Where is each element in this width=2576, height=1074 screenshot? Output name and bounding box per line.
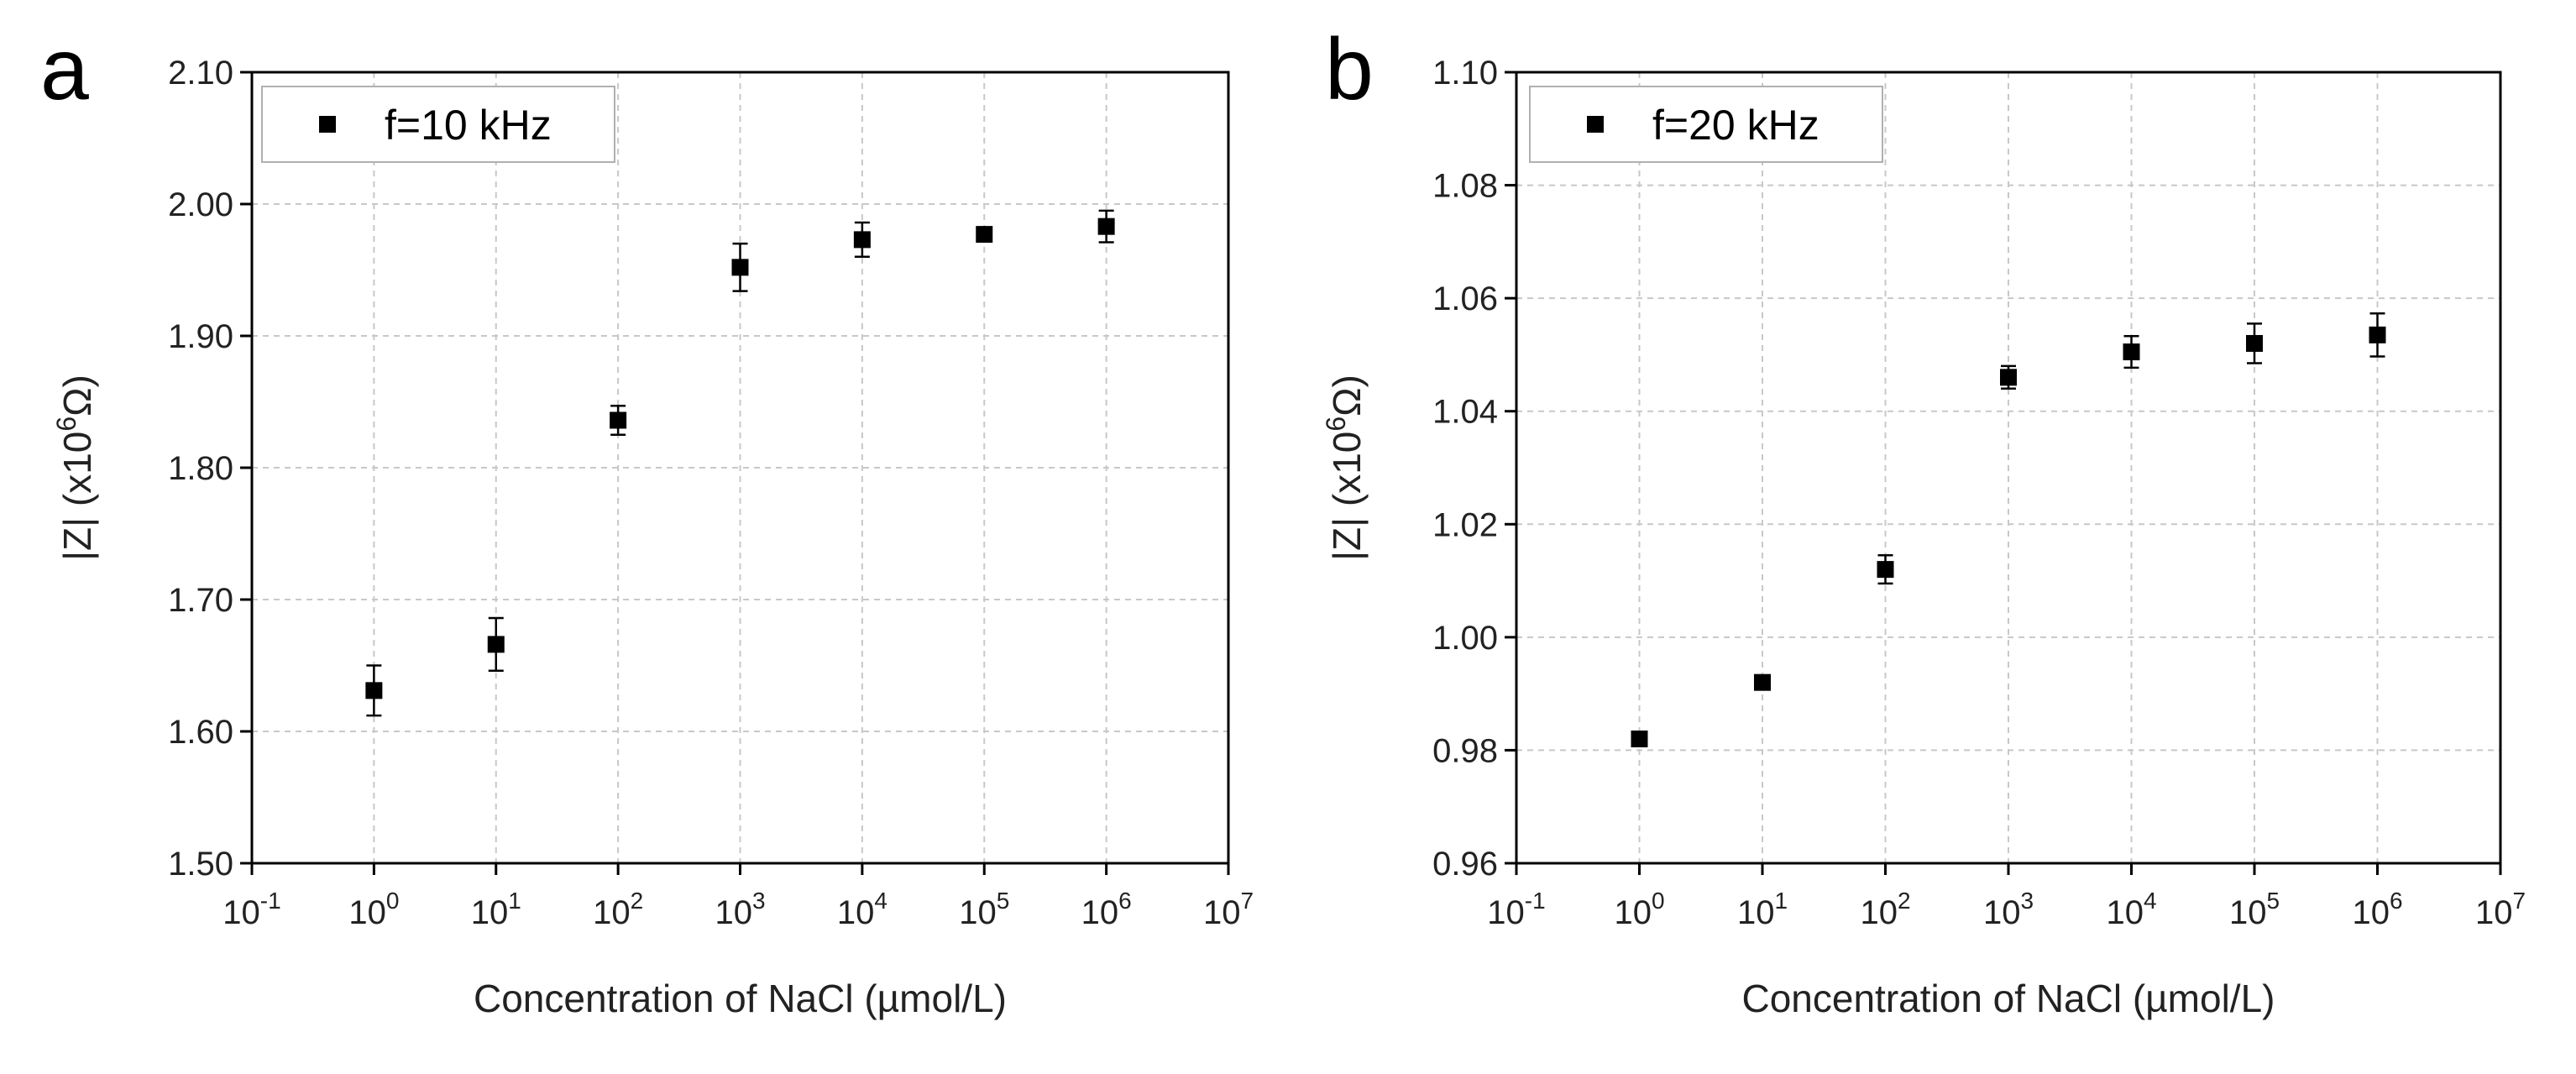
panel-a-y-tick-label: 1.80 — [168, 450, 233, 487]
panel-b-y-tick-label: 1.04 — [1432, 394, 1498, 431]
panel-b-data-point — [2000, 369, 2017, 386]
panel-b-x-tick-label: 102 — [1860, 888, 1910, 931]
panel-a-y-tick-label: 2.10 — [168, 55, 233, 92]
panel-a-x-tick-label: 103 — [715, 888, 765, 931]
panel-a-x-tick-label: 10-1 — [223, 888, 280, 931]
panel-a-data-point — [365, 682, 383, 699]
panel-b-y-tick-label: 1.06 — [1432, 280, 1498, 317]
panel-b-data-point — [1754, 673, 1771, 691]
panel-a-x-tick-label: 104 — [837, 888, 887, 931]
panel-b-letter: b — [1325, 21, 1374, 118]
panel-a-letter: a — [40, 21, 89, 118]
panel-b-y-tick-label: 0.98 — [1432, 732, 1498, 769]
panel-a-x-tick-label: 105 — [959, 888, 1009, 931]
panel-a-y-tick-label: 1.60 — [168, 714, 233, 751]
panel-b-y-tick-label: 1.10 — [1432, 55, 1498, 92]
panel-b-x-tick-label: 106 — [2352, 888, 2402, 931]
panel-b-x-tick-label: 105 — [2229, 888, 2280, 931]
panel-b-legend-label: f=20 kHz — [1652, 102, 1819, 149]
panel-a-x-tick-label: 101 — [471, 888, 521, 931]
panel-b-data-point — [2369, 326, 2386, 343]
panel-a-y-axis-title: |Z| (x106Ω) — [51, 375, 99, 561]
panel-b-x-tick-label: 101 — [1737, 888, 1788, 931]
panel-b-data-point — [2246, 334, 2263, 352]
panel-a-data-point — [610, 411, 627, 429]
panel-b-x-axis-title: Concentration of NaCl (µmol/L) — [1742, 977, 2275, 1020]
panel-a-y-tick-label: 1.70 — [168, 582, 233, 619]
panel-b-y-tick-label: 1.08 — [1432, 168, 1498, 205]
panel-b-x-tick-label: 10-1 — [1487, 888, 1545, 931]
panel-b-y-axis-title: |Z| (x106Ω) — [1321, 375, 1369, 561]
panel-b-data-point — [1877, 561, 1894, 579]
panel-a-data-point — [853, 231, 871, 249]
panel-b-x-tick-label: 104 — [2106, 888, 2156, 931]
panel-b-data-point — [1631, 730, 1648, 747]
panel-a-data-point — [1097, 217, 1115, 235]
panel-b-y-tick-label: 0.96 — [1432, 846, 1498, 883]
panel-b-y-tick-label: 1.02 — [1432, 506, 1498, 543]
panel-a-data-point — [976, 226, 993, 244]
panel-b-legend: f=20 kHz — [1529, 86, 1883, 163]
panel-a-legend-label: f=10 kHz — [385, 102, 552, 149]
panel-a: a 10-1 100 101 102 103 104 105 106 107 1.50 1.60 1.7… — [40, 21, 1254, 1020]
panel-a-y-tick-label: 2.00 — [168, 186, 233, 223]
panel-a-data-point — [731, 259, 749, 276]
panel-b-legend-marker — [1587, 116, 1604, 133]
panel-a-legend-marker — [319, 116, 336, 133]
panel-b-y-tick-label: 1.00 — [1432, 620, 1498, 657]
panel-a-x-axis-title: Concentration of NaCl (µmol/L) — [474, 977, 1007, 1020]
panel-b-data-point — [2123, 343, 2140, 361]
panel-a-legend: f=10 kHz — [261, 86, 615, 163]
panel-a-x-tick-label: 107 — [1203, 888, 1254, 931]
panel-a-y-tick-label: 1.50 — [168, 846, 233, 883]
panel-a-x-tick-label: 106 — [1081, 888, 1132, 931]
panel-b-x-tick-label: 103 — [1983, 888, 2034, 931]
panel-b-x-tick-label: 100 — [1614, 888, 1664, 931]
panel-a-x-tick-label: 100 — [348, 888, 399, 931]
panel-a-x-tick-label: 102 — [593, 888, 643, 931]
panel-b-x-tick-label: 107 — [2475, 888, 2526, 931]
panel-a-data-point — [487, 636, 505, 653]
panel-a-y-tick-label: 1.90 — [168, 318, 233, 355]
panel-b: b 10-1 100 101 102 103 104 105 106 107 0.96 0.98 1.0… — [1321, 21, 2526, 1020]
